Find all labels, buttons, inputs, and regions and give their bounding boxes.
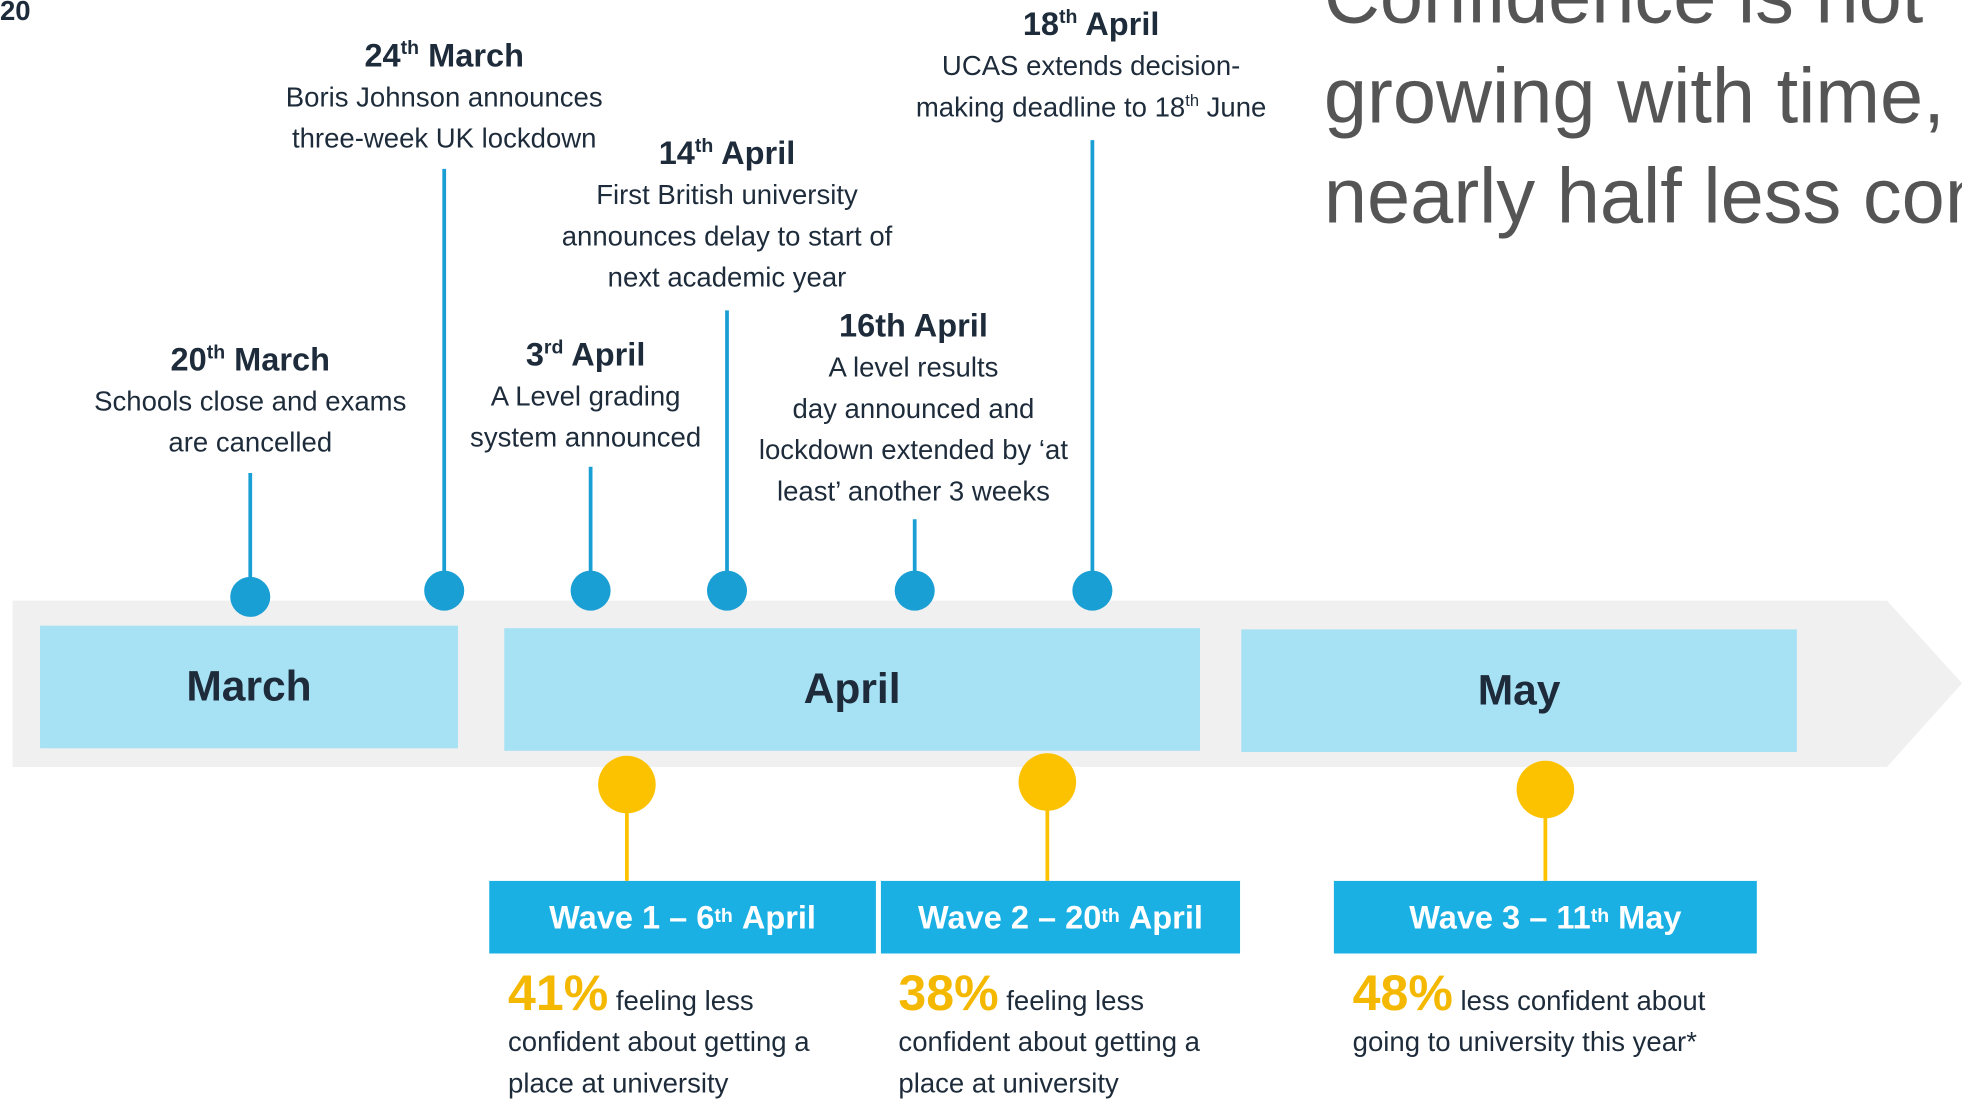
- title-line: Confidence is not: [1324, 0, 1923, 48]
- event-suffix: th: [694, 135, 714, 157]
- wave-rest: April: [741, 897, 816, 936]
- title-line: growing with time,: [1323, 53, 1945, 141]
- event-text: day announced and: [792, 392, 1035, 425]
- stat-text: confident about getting a: [508, 1026, 810, 1058]
- event-text: Schools close and exams: [94, 385, 407, 417]
- event-text-part: making deadline to 18: [915, 91, 1186, 123]
- event-month: April: [1085, 5, 1160, 43]
- event-day: 14: [658, 133, 695, 172]
- event-dot: [230, 576, 271, 617]
- event-text: A level results: [828, 351, 999, 383]
- wave-rest: May: [1618, 897, 1682, 936]
- event-text: making deadline to 18th June: [891, 86, 1291, 127]
- event: 3rd April A Level grading system announced: [385, 333, 785, 458]
- event-month: April: [913, 306, 988, 345]
- event-suffix: th: [206, 342, 226, 364]
- stat-line: place at university: [898, 1062, 1273, 1103]
- event-text: three-week UK lockdown: [291, 122, 597, 154]
- corner-text: 20: [0, 0, 31, 27]
- event-day: 3: [525, 335, 544, 373]
- event-text: Boris Johnson announces: [285, 81, 603, 113]
- event-text: UCAS extends decision-: [941, 50, 1241, 82]
- stat-line: 41% feeling less: [508, 969, 883, 1022]
- stat-text: feeling less: [1006, 984, 1145, 1017]
- event-date: 16th April: [713, 304, 1113, 347]
- event-suffix: rd: [543, 337, 564, 359]
- wave-stat: 41% feeling less confident about getting …: [508, 969, 883, 1104]
- event: 18th April UCAS extends decision-making d…: [891, 3, 1291, 128]
- wave-stat: 48% less confident about going to univers…: [1353, 969, 1728, 1063]
- event-suffix: th: [400, 37, 420, 60]
- stat-value: 41%: [508, 966, 609, 1022]
- event-date: 24th March: [244, 34, 644, 77]
- event-text: announces delay to start of: [561, 220, 893, 252]
- event-date: 3rd April: [385, 333, 785, 376]
- stat-line: place at university: [508, 1062, 883, 1103]
- stat-line: confident about getting a: [508, 1021, 883, 1062]
- event-text: A Level grading: [490, 380, 681, 412]
- stat-text: going to university this year*: [1352, 1026, 1697, 1058]
- event-text: system announced: [470, 421, 702, 453]
- stat-text: place at university: [898, 1067, 1119, 1099]
- event-text-sup: th: [1185, 90, 1199, 110]
- month-box: March: [40, 625, 458, 749]
- event-text: are cancelled: [168, 426, 333, 458]
- event-text: least’ another 3 weeks: [776, 475, 1050, 507]
- event-month: April: [571, 335, 646, 373]
- event-dot: [1072, 570, 1113, 611]
- stat-text: feeling less: [615, 984, 754, 1017]
- wave-dot: [1018, 753, 1077, 811]
- event-day: 16th: [839, 306, 906, 345]
- stat-text: place at university: [508, 1067, 729, 1099]
- stat-text: confident about getting a: [898, 1026, 1200, 1058]
- event-day: 24: [364, 36, 401, 74]
- event-dot: [706, 570, 748, 611]
- event-suffix: th: [1059, 6, 1078, 28]
- wave-label: Wave 3 – 11: [1409, 897, 1591, 936]
- event-date: 18th April: [891, 3, 1291, 46]
- event-month: March: [234, 340, 330, 378]
- title-line: nearly half less con: [1323, 153, 1962, 241]
- event-dot: [424, 570, 465, 611]
- stat-value: 48%: [1352, 966, 1453, 1022]
- event-month: March: [428, 36, 524, 74]
- stat-value: 38%: [898, 966, 999, 1022]
- event: 24th March Boris Johnson announces three-w…: [244, 34, 644, 159]
- wave-dot: [1516, 760, 1575, 819]
- event: 16th April A level results day announced a…: [713, 304, 1113, 512]
- event-day: 18: [1022, 5, 1060, 43]
- event-month: April: [721, 133, 796, 172]
- stat-line: 48% less confident about: [1353, 969, 1728, 1022]
- wave-rest: April: [1128, 897, 1203, 936]
- event: 14th April First British university announ…: [527, 131, 927, 297]
- event-date: 14th April: [527, 131, 927, 174]
- wave-label: Wave 1 – 6: [549, 897, 715, 936]
- event-text: next academic year: [607, 261, 847, 293]
- wave-dot: [598, 755, 656, 814]
- month-box: May: [1241, 629, 1797, 753]
- month-box: April: [504, 628, 1200, 751]
- event-dot: [570, 570, 611, 611]
- stat-line: going to university this year*: [1353, 1021, 1728, 1062]
- event-day: 20: [170, 340, 207, 378]
- event: 20th March Schools close and exams are can…: [50, 338, 450, 463]
- stat-line: confident about getting a: [898, 1021, 1273, 1062]
- event-text: lockdown extended by ‘at: [758, 434, 1069, 466]
- stat-text: less confident about: [1460, 984, 1706, 1017]
- event-date: 20th March: [50, 338, 450, 381]
- event-text-part: June: [1206, 91, 1267, 123]
- event-text: First British university: [596, 178, 858, 211]
- stat-line: 38% feeling less: [898, 969, 1273, 1022]
- wave-stat: 38% feeling less confident about getting …: [898, 969, 1273, 1104]
- wave-label: Wave 2 – 20: [918, 897, 1102, 936]
- event-dot: [894, 570, 935, 611]
